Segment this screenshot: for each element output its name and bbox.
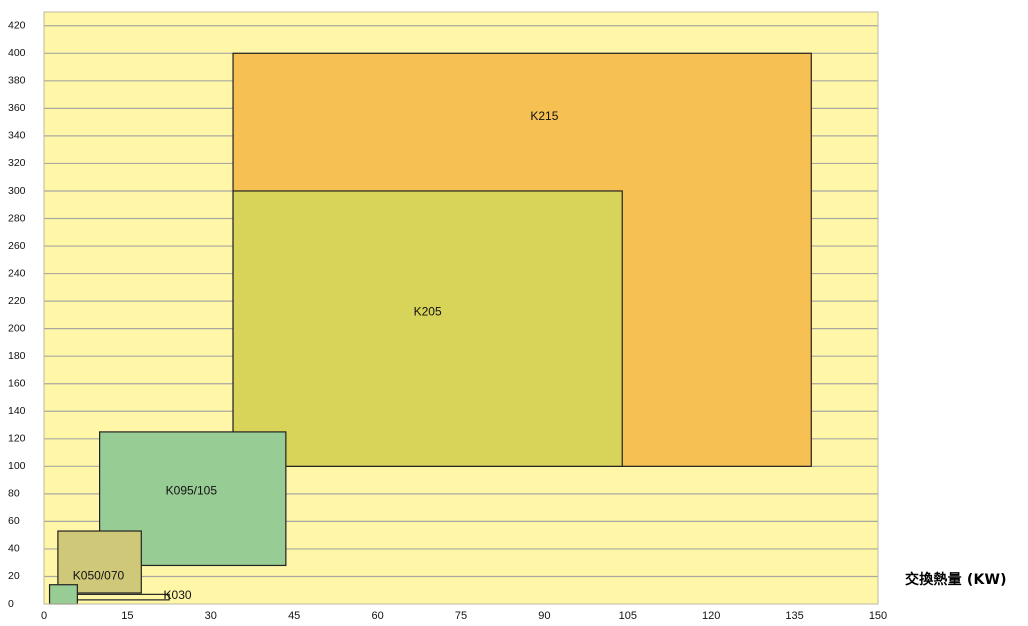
- series-label-k095-105: K095/105: [166, 483, 218, 497]
- y-tick-label-120: 120: [8, 433, 26, 445]
- y-tick-label-200: 200: [8, 322, 26, 334]
- range-rect-k050-070-3: [57, 530, 142, 594]
- y-tick-label-20: 20: [8, 570, 20, 582]
- y-tick-label-260: 260: [8, 240, 26, 252]
- x-axis-label: 交換熱量 (KW): [905, 572, 1007, 588]
- y-tick-label-80: 80: [8, 488, 20, 500]
- x-tick-label-150: 150: [869, 610, 887, 621]
- x-tick-label-75: 75: [455, 610, 467, 621]
- range-rect-k205-1: [232, 190, 623, 467]
- range-rect-k030-4: [71, 593, 170, 601]
- y-tick-label-320: 320: [8, 157, 26, 169]
- y-tick-label-380: 380: [8, 75, 26, 87]
- y-tick-label-140: 140: [8, 405, 26, 417]
- x-tick-label-60: 60: [371, 610, 383, 621]
- plot-frame: [43, 11, 879, 605]
- y-tick-label-0: 0: [8, 598, 14, 610]
- y-tick-label-180: 180: [8, 350, 26, 362]
- y-tick-label-360: 360: [8, 102, 26, 114]
- y-tick-label-400: 400: [8, 47, 26, 59]
- y-tick-label-340: 340: [8, 130, 26, 142]
- x-tick-label-30: 30: [205, 610, 217, 621]
- y-tick-label-300: 300: [8, 185, 26, 197]
- x-tick-labels: 0 15 30 45 60 75 90 105 120 135 150: [41, 610, 887, 622]
- series-label-k030: K030: [164, 588, 192, 602]
- x-tick-label-15: 15: [121, 610, 133, 621]
- y-tick-label-40: 40: [8, 543, 20, 555]
- x-tick-label-135: 135: [785, 610, 803, 621]
- y-tick-label-100: 100: [8, 460, 26, 472]
- y-tick-label-280: 280: [8, 212, 26, 224]
- range-rect-unnamed-5: [48, 584, 78, 605]
- series-rectangles: [48, 52, 812, 605]
- x-tick-label-105: 105: [619, 610, 637, 621]
- x-tick-label-45: 45: [288, 610, 300, 621]
- series-label-k050-070: K050/070: [73, 569, 125, 583]
- series-labels: K215 K205 K095/105 K050/070 K030: [73, 109, 559, 602]
- y-tick-labels: 0 20 40 60 80 100 120 140 160 180 200 220 240 260 280 3…: [8, 20, 26, 610]
- x-tick-label-0: 0: [41, 610, 47, 621]
- x-tick-label-90: 90: [538, 610, 550, 621]
- y-tick-label-220: 220: [8, 295, 26, 307]
- series-label-k205: K205: [414, 304, 442, 318]
- y-tick-label-160: 160: [8, 378, 26, 390]
- y-tick-label-60: 60: [8, 515, 20, 527]
- y-tick-label-240: 240: [8, 267, 26, 279]
- y-tick-label-420: 420: [8, 20, 26, 32]
- x-tick-label-120: 120: [702, 610, 720, 621]
- series-label-k215: K215: [530, 109, 558, 123]
